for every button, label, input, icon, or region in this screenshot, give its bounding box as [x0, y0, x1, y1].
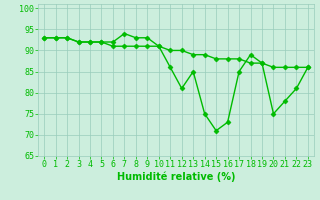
X-axis label: Humidité relative (%): Humidité relative (%): [117, 172, 235, 182]
